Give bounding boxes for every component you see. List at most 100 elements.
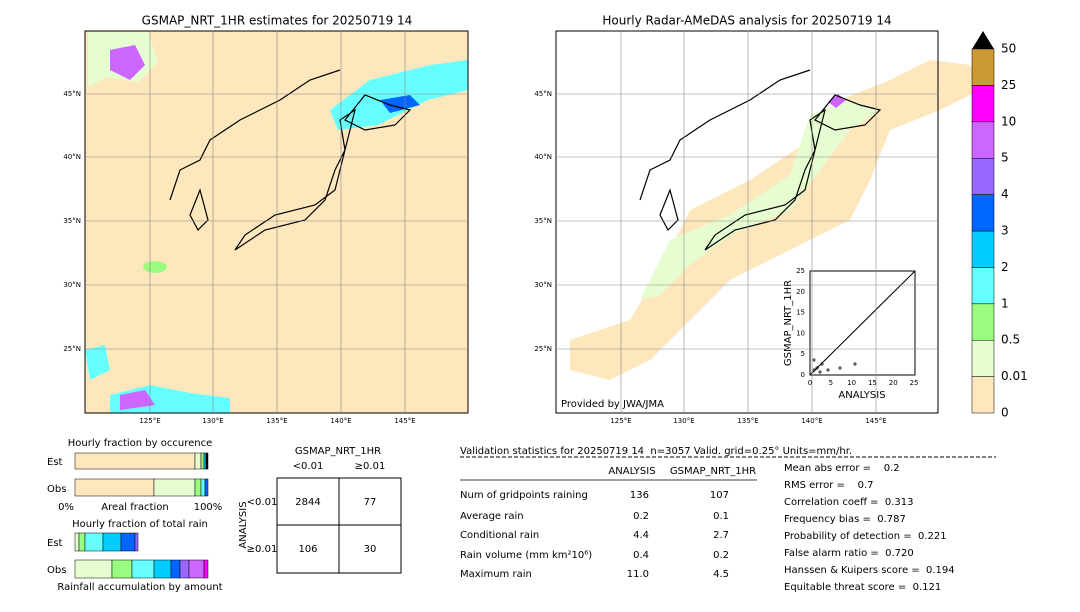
stat-label: Average rain — [460, 511, 524, 522]
colorbar-label: 3 — [1001, 224, 1009, 238]
colorbar-label: 5 — [1001, 151, 1009, 165]
occurrence-title: Hourly fraction by occurence — [68, 438, 212, 449]
colorbar-label: 4 — [1001, 187, 1009, 201]
stat-label: Conditional rain — [460, 530, 539, 541]
colorbar-segment — [971, 121, 995, 159]
credit-box — [558, 394, 658, 411]
validation-title: Validation statistics for 20250719 14 n=… — [460, 446, 852, 457]
contingency-row: ≥0.01 — [247, 544, 278, 555]
occurrence-axis-label: Areal fraction — [101, 502, 168, 513]
score: Frequency bias = 0.787 — [784, 514, 906, 525]
score: Mean abs error = 0.2 — [784, 463, 900, 474]
occurrence-axis-label: 100% — [194, 502, 223, 513]
lon-label: 135°E — [266, 417, 287, 425]
scatter-tick: 25 — [796, 267, 805, 275]
lat-label: 35°N — [63, 217, 81, 225]
score: Equitable threat score = 0.121 — [784, 582, 941, 593]
right-map-frame — [555, 30, 939, 414]
colorbar-label: 1 — [1001, 296, 1009, 310]
scatter-tick: 20 — [796, 288, 805, 296]
lat-label: 25°N — [534, 345, 552, 353]
lat-label: 30°N — [534, 281, 552, 289]
stat-value: 0.1 — [713, 511, 729, 522]
score: RMS error = 0.7 — [784, 480, 874, 491]
colorbar-segment — [971, 339, 995, 377]
colorbar-segment — [971, 230, 995, 268]
occurrence-bars — [74, 452, 209, 497]
stat-value: 11.0 — [627, 569, 649, 580]
credit: Provided by JWA/JMA — [561, 399, 664, 410]
colorbar-segment — [971, 267, 995, 305]
contingency-row-title: ANALYSIS — [238, 501, 249, 548]
lon-label: 130°E — [673, 417, 694, 425]
scatter-tick: 10 — [847, 379, 856, 387]
lon-label: 125°E — [610, 417, 631, 425]
validation-header: GSMAP_NRT_1HR — [670, 466, 756, 477]
colorbar-label: 0 — [1001, 406, 1009, 420]
contingency-cell: 30 — [364, 544, 377, 555]
stat-value: 4.5 — [713, 569, 729, 580]
left-map-title: GSMAP_NRT_1HR estimates for 20250719 14 — [142, 14, 413, 28]
lat-label: 35°N — [534, 217, 552, 225]
occurrence-axis-label: 0% — [58, 502, 74, 513]
stat-value: 0.2 — [633, 511, 649, 522]
lon-label: 145°E — [394, 417, 415, 425]
total-rain-bars — [74, 532, 209, 579]
score: Correlation coeff = 0.313 — [784, 497, 914, 508]
stat-label: Num of gridpoints raining — [460, 490, 588, 501]
scatter-tick: 0 — [801, 371, 805, 379]
stat-value: 0.4 — [633, 550, 649, 561]
stat-value: 107 — [710, 490, 729, 501]
stat-label: Maximum rain — [460, 569, 532, 580]
colorbar-label: 10 — [1001, 114, 1016, 128]
scatter-tick: 5 — [829, 379, 833, 387]
stat-value: 4.4 — [633, 530, 649, 541]
lat-label: 45°N — [63, 90, 81, 98]
colorbar-segment — [971, 194, 995, 232]
contingency-column-title: GSMAP_NRT_1HR — [295, 446, 381, 457]
contingency-column: <0.01 — [293, 461, 324, 472]
colorbar-segment — [971, 376, 995, 414]
scatter-tick: 15 — [868, 379, 877, 387]
stat-value: 2.7 — [713, 530, 729, 541]
occurrence-row-label: Est — [47, 457, 63, 468]
stat-label: Rain volume (mm km²10⁶) — [460, 550, 592, 561]
lat-label: 40°N — [534, 153, 552, 161]
lon-label: 140°E — [330, 417, 351, 425]
contingency-column: ≥0.01 — [355, 461, 386, 472]
scatter-tick: 15 — [796, 309, 805, 317]
colorbar-label: 50 — [1001, 42, 1016, 56]
colorbar-segment — [971, 303, 995, 341]
contingency-table — [276, 477, 402, 574]
scatter-tick: 0 — [808, 379, 812, 387]
score: False alarm ratio = 0.720 — [784, 548, 914, 559]
contingency-cell: 77 — [364, 497, 377, 508]
colorbar-segment — [971, 157, 995, 195]
validation-header: ANALYSIS — [608, 466, 655, 477]
stat-value: 0.2 — [713, 550, 729, 561]
scatter-tick: 5 — [801, 350, 805, 358]
total-rain-title: Hourly fraction of total rain — [72, 519, 208, 530]
colorbar-segment — [971, 85, 995, 123]
contingency-row: <0.01 — [247, 497, 278, 508]
lon-label: 140°E — [801, 417, 822, 425]
left-map-rain — [85, 32, 468, 413]
colorbar-label: 0.5 — [1001, 333, 1020, 347]
contingency-cell: 106 — [298, 544, 317, 555]
total-rain-caption: Rainfall accumulation by amount — [57, 582, 222, 593]
lon-label: 145°E — [865, 417, 886, 425]
colorbar-segment — [971, 48, 995, 86]
scatter-xlabel: ANALYSIS — [838, 390, 885, 401]
score: Hanssen & Kuipers score = 0.194 — [784, 565, 955, 576]
lat-label: 45°N — [534, 90, 552, 98]
lon-label: 135°E — [737, 417, 758, 425]
occurrence-row-label: Obs — [47, 484, 66, 495]
colorbar-label: 2 — [1001, 260, 1009, 274]
left-map-frame — [84, 30, 469, 414]
colorbar-label: 25 — [1001, 78, 1016, 92]
coastlines — [169, 69, 882, 251]
right-map-title: Hourly Radar-AMeDAS analysis for 2025071… — [602, 14, 891, 28]
lon-label: 130°E — [202, 417, 223, 425]
scatter-ylabel: GSMAP_NRT_1HR — [783, 280, 794, 366]
